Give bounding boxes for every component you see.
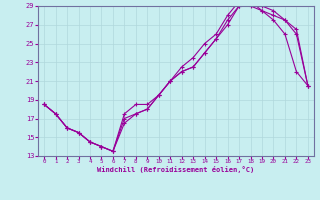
X-axis label: Windchill (Refroidissement éolien,°C): Windchill (Refroidissement éolien,°C) bbox=[97, 166, 255, 173]
